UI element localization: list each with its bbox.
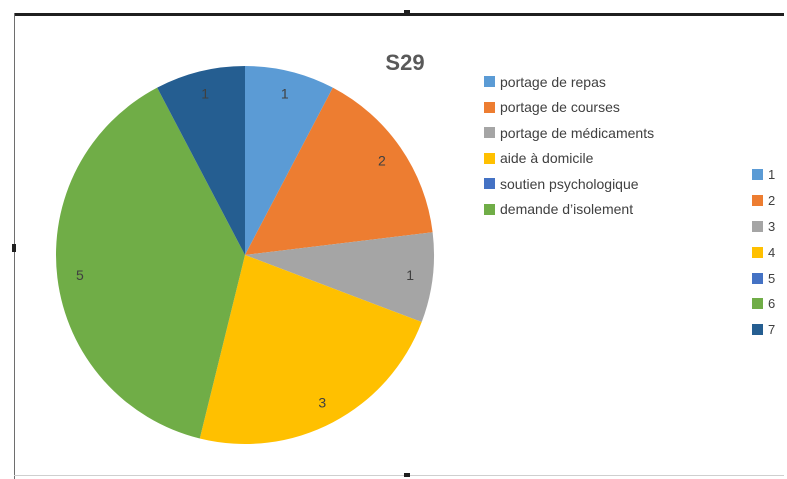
category-legend-label: 2 — [768, 193, 776, 209]
series-legend-label: portage de médicaments — [500, 124, 655, 141]
category-legend-label: 6 — [768, 296, 776, 312]
resize-handle-top[interactable] — [404, 10, 410, 16]
pie-slice-1[interactable] — [245, 66, 333, 255]
data-label-2: 2 — [378, 153, 386, 169]
pie-slice-7[interactable] — [157, 66, 245, 255]
resize-handle-bottom[interactable] — [404, 473, 410, 477]
series-legend-item-1[interactable]: portage de repas — [484, 69, 654, 95]
pie-slices — [56, 66, 434, 445]
category-legend-item-7[interactable]: 7 — [752, 317, 775, 343]
series-legend-label: aide à domicile — [500, 150, 594, 167]
data-label-3: 1 — [406, 267, 414, 283]
category-legend-item-6[interactable]: 6 — [752, 291, 775, 317]
series-legend-item-2[interactable]: portage de courses — [484, 95, 654, 121]
series-legend: portage de repas portage de courses portag… — [484, 69, 654, 222]
series-legend-swatch — [484, 101, 495, 113]
category-legend-swatch — [752, 220, 763, 232]
category-legend-item-5[interactable]: 5 — [752, 265, 775, 291]
chart-title: S29 — [385, 50, 424, 75]
data-label-1: 1 — [281, 86, 289, 102]
category-legend-swatch — [752, 246, 763, 258]
data-label-6: 5 — [76, 267, 84, 283]
series-legend-swatch — [484, 178, 495, 190]
chart-frame-bottom-border — [14, 475, 784, 476]
series-legend-swatch — [484, 152, 495, 164]
category-legend-label: 5 — [768, 270, 776, 286]
pie-data-labels: 1 2 1 3 5 1 — [76, 86, 414, 411]
series-legend-label: demande d’isolement — [500, 201, 634, 218]
category-legend-item-2[interactable]: 2 — [752, 188, 775, 214]
series-legend-swatch — [484, 127, 495, 139]
category-legend-swatch — [752, 298, 763, 310]
category-legend-swatch — [752, 195, 763, 207]
category-legend-label: 7 — [768, 322, 776, 338]
series-legend-label: portage de courses — [500, 99, 620, 116]
category-legend-label: 1 — [768, 167, 776, 183]
chart-frame-top-border — [14, 13, 784, 16]
category-legend-swatch — [752, 169, 763, 181]
category-legend-item-3[interactable]: 3 — [752, 214, 775, 240]
pie-slice-3[interactable] — [245, 232, 434, 323]
category-legend-swatch — [752, 272, 763, 284]
category-legend-item-1[interactable]: 1 — [752, 162, 775, 188]
category-legend-swatch — [752, 324, 763, 336]
category-legend-label: 3 — [768, 218, 776, 234]
series-legend-swatch — [484, 203, 495, 215]
series-legend-item-5[interactable]: soutien psychologique — [484, 171, 654, 197]
series-legend-item-3[interactable]: portage de médicaments — [484, 120, 654, 146]
series-legend-label: soutien psychologique — [500, 175, 639, 192]
series-legend-label: portage de repas — [500, 73, 606, 90]
pie-slice-4[interactable] — [199, 255, 422, 445]
series-legend-item-4[interactable]: aide à domicile — [484, 146, 654, 172]
category-legend-label: 4 — [768, 244, 776, 260]
pie-slice-6[interactable] — [56, 87, 246, 439]
pie-slice-2[interactable] — [245, 87, 433, 256]
data-label-7: 1 — [201, 86, 209, 102]
series-legend-item-6[interactable]: demande d’isolement — [484, 197, 654, 223]
data-label-4: 3 — [318, 394, 326, 410]
category-legend-item-4[interactable]: 4 — [752, 239, 775, 265]
category-legend: 1 2 3 4 5 6 7 — [752, 162, 775, 343]
resize-handle-left[interactable] — [12, 244, 16, 252]
series-legend-swatch — [484, 76, 495, 88]
